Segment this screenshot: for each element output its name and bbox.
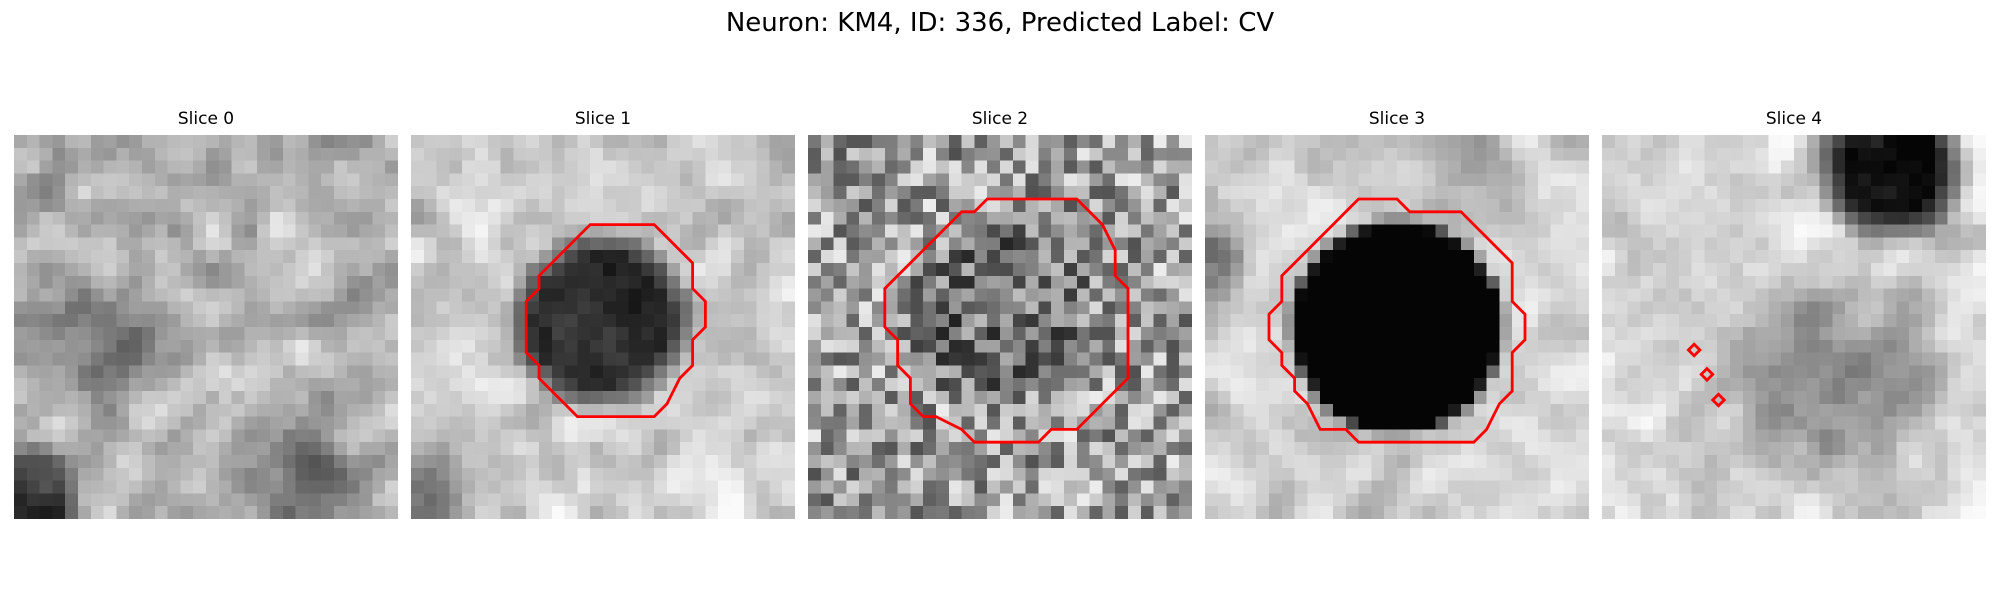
slice-image <box>1602 135 1986 519</box>
panel-slice-3: Slice 3 <box>1205 108 1589 519</box>
slice-image <box>808 135 1192 519</box>
panel-slice-1: Slice 1 <box>411 108 795 519</box>
segmentation-contour <box>1699 366 1715 383</box>
panel-title: Slice 3 <box>1368 109 1426 129</box>
slice-image <box>1205 135 1589 519</box>
slice-image <box>14 135 398 519</box>
panel-slice-2: Slice 2 <box>808 108 1192 519</box>
panel-slice-0: Slice 0 <box>14 108 398 519</box>
segmentation-contour <box>524 223 707 419</box>
panel-title: Slice 2 <box>971 109 1029 129</box>
panel-title: Slice 4 <box>1765 109 1823 129</box>
segmentation-contour <box>1686 342 1702 358</box>
segmentation-contour <box>883 197 1130 444</box>
figure-title: Neuron: KM4, ID: 336, Predicted Label: C… <box>725 8 1275 38</box>
segmentation-contour <box>1267 197 1527 444</box>
segmentation-contour <box>1710 392 1727 408</box>
panel-title: Slice 1 <box>574 109 632 129</box>
slice-image <box>411 135 795 519</box>
panel-title: Slice 0 <box>177 109 235 129</box>
panel-slice-4: Slice 4 <box>1602 108 1986 519</box>
